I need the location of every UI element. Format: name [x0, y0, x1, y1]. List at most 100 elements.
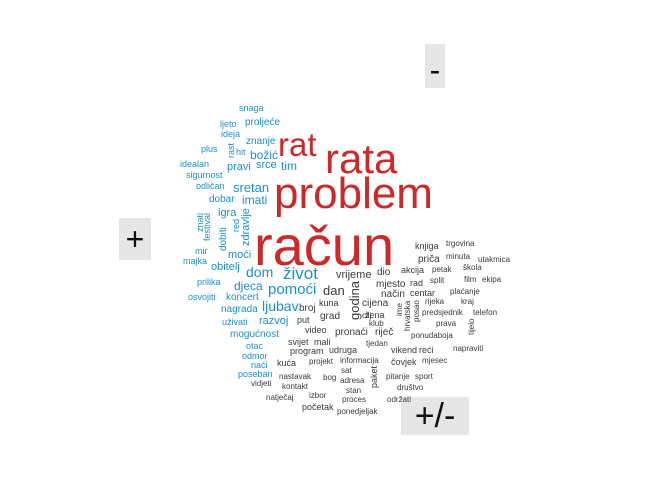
- word: način: [381, 289, 405, 300]
- word: mjesec: [422, 356, 448, 365]
- word: film: [464, 275, 477, 284]
- word: napraviti: [453, 344, 484, 353]
- word: majka: [183, 256, 208, 266]
- word: početak: [302, 402, 334, 412]
- word: kuća: [277, 358, 297, 368]
- word: žena: [365, 310, 385, 320]
- word: klub: [369, 319, 384, 328]
- word: društvo: [397, 383, 424, 392]
- word: proces: [342, 395, 367, 404]
- word: put: [297, 315, 310, 325]
- word: rast: [226, 142, 236, 158]
- word: škola: [463, 263, 482, 272]
- word: obitelj: [211, 261, 240, 273]
- word: čovjek: [391, 357, 417, 367]
- word: stan: [346, 386, 362, 395]
- word: program: [290, 346, 324, 356]
- word: sport: [415, 372, 433, 381]
- word: grad: [320, 311, 341, 322]
- word: osvojiti: [188, 292, 216, 302]
- word: rad: [410, 278, 424, 288]
- word: ljeto: [220, 119, 237, 129]
- word: tim: [281, 159, 297, 173]
- word: božić: [250, 148, 279, 162]
- word: svijet: [288, 337, 309, 347]
- word: plaćanje: [450, 287, 480, 296]
- word: paket: [369, 365, 379, 388]
- word: vidjeti: [251, 379, 272, 388]
- word: naći: [251, 360, 268, 370]
- word: izbor: [309, 391, 327, 400]
- word: dom: [246, 264, 274, 280]
- word: rata: [325, 135, 398, 182]
- word: zdravlje: [240, 208, 252, 246]
- word: dan: [323, 283, 345, 298]
- word: predsjednik: [422, 308, 463, 317]
- word: mir: [195, 246, 208, 256]
- word: knjiga: [415, 241, 439, 251]
- word: snaga: [239, 103, 264, 113]
- word: pronaći: [335, 327, 368, 338]
- word: kontakt: [282, 382, 308, 391]
- word: reći: [419, 345, 434, 355]
- word: utakmica: [478, 255, 511, 264]
- word: akcija: [401, 265, 425, 275]
- word: rat: [278, 126, 317, 163]
- word: dobar: [209, 194, 235, 205]
- word: natječaj: [266, 393, 294, 402]
- word: pitanje: [386, 372, 410, 381]
- positive-label: +: [119, 218, 151, 260]
- word: problem: [274, 169, 433, 218]
- word: prava: [436, 319, 457, 328]
- word: hit: [236, 147, 246, 157]
- word: kuna: [319, 298, 339, 308]
- word: odmor: [242, 351, 268, 361]
- word: kraj: [461, 297, 474, 306]
- word: moći: [228, 249, 252, 261]
- word: sat: [341, 366, 352, 375]
- word: broj: [299, 303, 316, 314]
- word: vikend: [391, 345, 418, 355]
- word: hrvatska: [403, 300, 412, 331]
- word: pravi: [227, 161, 251, 173]
- word: djeca: [234, 279, 263, 293]
- word: dobiti: [218, 227, 229, 251]
- word: ekipa: [482, 275, 502, 284]
- word: igra: [218, 207, 237, 219]
- word: video: [305, 325, 327, 335]
- word: ljubav: [262, 298, 299, 314]
- negative-label: -: [425, 44, 445, 88]
- word: festival: [202, 212, 212, 241]
- word: život: [283, 264, 318, 283]
- neutral-label: +/-: [401, 397, 469, 435]
- word: split: [430, 276, 445, 285]
- word: rijeka: [425, 297, 445, 306]
- word: nagrada: [221, 304, 258, 315]
- word: koncert: [226, 292, 259, 303]
- word: uživati: [222, 317, 248, 327]
- word: priča: [418, 254, 440, 265]
- word: otac: [246, 341, 264, 351]
- word: ponedjeljak: [337, 407, 378, 416]
- word: minuta: [446, 252, 471, 261]
- word: dio: [377, 267, 391, 278]
- word: ideja: [221, 129, 241, 139]
- word: sretan: [233, 180, 270, 195]
- word: proljeće: [245, 117, 281, 128]
- word: poseban: [238, 369, 273, 379]
- word: trgovina: [446, 239, 475, 248]
- word: sigurnost: [186, 170, 223, 180]
- word: petak: [432, 265, 452, 274]
- word: održati: [387, 395, 412, 404]
- word: tijelo: [467, 318, 476, 335]
- word: tjedan: [366, 339, 388, 348]
- word: riječ: [375, 327, 394, 338]
- word: idealan: [180, 159, 210, 169]
- word: cijena: [362, 298, 389, 309]
- word: znanje: [246, 136, 276, 147]
- word: bog: [323, 373, 337, 382]
- word: mjesto: [376, 279, 406, 290]
- word: udruga: [329, 345, 358, 355]
- word: projekt: [309, 357, 334, 366]
